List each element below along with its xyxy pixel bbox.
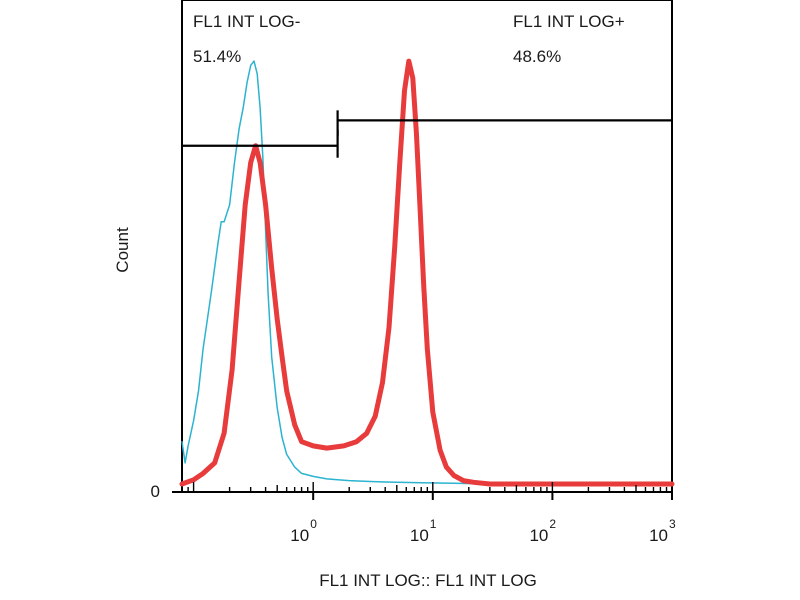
- gate-name-1: FL1 INT LOG+: [513, 12, 625, 31]
- x-tick-exponent-2: 2: [549, 517, 556, 531]
- gate-name-0: FL1 INT LOG-: [193, 12, 300, 31]
- series-group: [179, 58, 675, 487]
- y-tick-label-0: 0: [151, 482, 160, 501]
- x-tick-label-0: 10: [290, 526, 309, 545]
- x-tick-exponent-1: 1: [430, 517, 437, 531]
- plot-frame: [181, 0, 673, 493]
- histogram-series-0: [181, 60, 673, 485]
- y-axis-label: Count: [113, 227, 132, 273]
- plot-border: [181, 0, 673, 493]
- x-tick-label-1: 10: [410, 526, 429, 545]
- x-axis-label: FL1 INT LOG:: FL1 INT LOG: [319, 571, 537, 590]
- x-tick-label-2: 10: [529, 526, 548, 545]
- gates-group: FL1 INT LOG- 51.4% FL1 INT LOG+ 48.6%: [182, 12, 672, 158]
- histogram-series-1: [179, 58, 675, 487]
- gate-percent-1: 48.6%: [513, 47, 561, 66]
- x-tick-exponent-3: 3: [669, 517, 676, 531]
- x-tick-exponent-0: 0: [310, 517, 317, 531]
- x-tick-label-3: 10: [649, 526, 668, 545]
- gate-percent-0: 51.4%: [193, 47, 241, 66]
